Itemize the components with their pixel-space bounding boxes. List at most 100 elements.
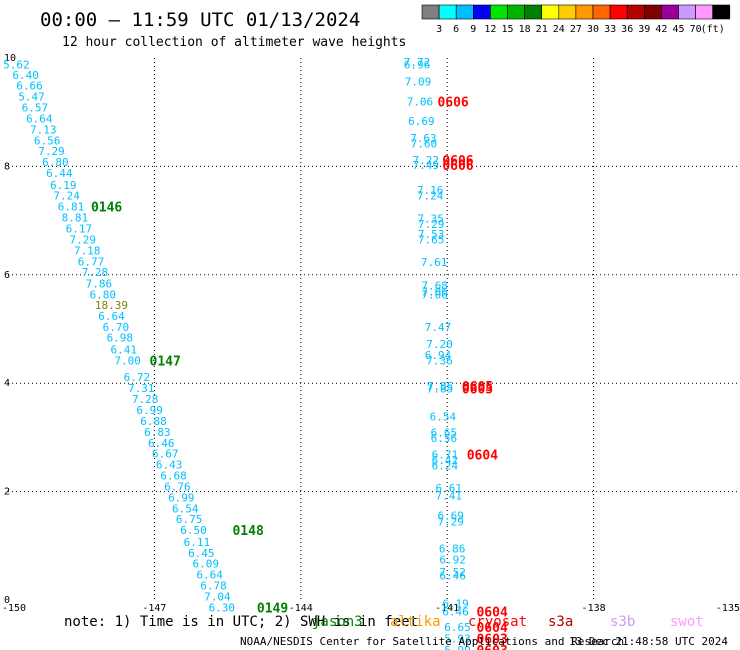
data-point-label: 6.69 (437, 509, 464, 522)
data-point-label: 6.64 (26, 113, 53, 126)
data-point-label: 6.09 (192, 558, 219, 571)
data-point-label: 6.61 (435, 482, 462, 495)
satellite-legend-label: s3b (610, 614, 635, 630)
colorbar-swatch (626, 4, 645, 20)
colorbar-swatch (541, 4, 560, 20)
data-point-label: 6.46 (439, 570, 466, 583)
data-point-label: 5.93 (444, 632, 471, 645)
pass-annotation: 0604 (476, 621, 507, 636)
data-point-label: 6.56 (431, 432, 458, 445)
pass-annotation: 0603 (476, 632, 507, 647)
data-point-label: 7.85 (427, 380, 454, 393)
data-point-label: 7.61 (421, 256, 448, 269)
data-point-label: 6.19 (442, 597, 469, 610)
data-point-label: 6.19 (50, 179, 77, 192)
pass-annotation: 0604 (476, 605, 507, 620)
colorbar-swatch (643, 4, 662, 20)
colorbar-swatch (592, 4, 611, 20)
colorbar-swatch (438, 4, 457, 20)
data-point-label: 6.50 (180, 524, 207, 537)
data-point-label: 7.52 (439, 566, 466, 579)
data-point-label: 7.47 (425, 321, 452, 334)
data-point-label: 6.54 (172, 502, 199, 515)
colorbar-swatch (524, 4, 542, 20)
data-point-label: 7.29 (418, 218, 445, 231)
colorbar-swatch (678, 4, 696, 20)
data-point-label: 7.24 (417, 190, 444, 203)
data-point-label: 6.80 (42, 156, 69, 169)
data-point-label: 7.18 (74, 244, 101, 257)
data-point-label: 7.29 (437, 515, 464, 528)
colorbar-swatch (472, 4, 491, 20)
data-point-label: 7.28 (82, 266, 109, 279)
colorbar-label: 27 (570, 24, 582, 35)
colorbar-swatch (712, 4, 731, 20)
x-tick-label: -135 (716, 603, 740, 614)
colorbar-label: 39 (638, 24, 650, 35)
data-point-label: 6.30 (209, 602, 236, 615)
pass-annotation: 0604 (467, 449, 498, 464)
pass-annotation: 0606 (442, 159, 473, 174)
colorbar-swatch (507, 4, 525, 20)
data-point-label: 7.13 (30, 124, 57, 137)
colorbar-label: 24 (553, 24, 565, 35)
data-point-label: 7.65 (418, 234, 445, 247)
data-point-label: 6.64 (98, 310, 125, 323)
data-point-label: 7.00 (114, 354, 141, 367)
data-point-label: 7.86 (86, 277, 113, 290)
data-point-label: 7.06 (421, 288, 448, 301)
data-point-label: 7.63 (410, 132, 437, 145)
data-point-label: 7.53 (418, 228, 445, 241)
data-point-label: 6.44 (46, 167, 73, 180)
data-point-label: 7.24 (53, 190, 80, 203)
x-tick-label: -141 (435, 603, 459, 614)
data-point-label: 6.80 (89, 288, 116, 301)
data-point-label: 6.54 (430, 410, 457, 423)
data-point-label: 6.76 (164, 481, 191, 494)
data-point-label: 6.88 (140, 415, 167, 428)
pass-annotation: 0605 (462, 380, 493, 395)
data-point-label: 8.81 (62, 211, 89, 224)
footer-note: note: 1) Time is in UTC; 2) SWH is in fe… (64, 614, 418, 630)
data-point-label: 6.46 (148, 437, 175, 450)
data-point-label: 5.47 (18, 90, 45, 103)
data-point-label: 6.70 (103, 321, 130, 334)
data-point-label: 7.06 (421, 286, 448, 299)
x-tick-label: -147 (142, 603, 166, 614)
x-tick-label: -150 (2, 603, 26, 614)
data-point-label: 7.29 (38, 145, 64, 158)
data-point-label: 6.67 (152, 448, 179, 461)
colorbar-swatch (421, 4, 440, 20)
data-point-label: 7.09 (405, 75, 432, 88)
data-point-label: 6.57 (22, 101, 49, 114)
data-point-label: 5.99 (444, 644, 471, 650)
colorbar-swatch (609, 4, 628, 20)
footer-timestamp: 13 Dec 21:48:58 UTC 2024 (569, 635, 728, 648)
footer-credit: NOAA/NESDIS Center for Satellite Applica… (240, 635, 624, 648)
data-point-label: 7.41 (435, 489, 462, 502)
colorbar-swatch (490, 4, 508, 20)
data-point-label: 6.66 (16, 80, 42, 93)
data-point-label: 6.98 (107, 332, 133, 345)
satellite-legend-label: jason3 (312, 614, 363, 630)
data-point-label: 6.56 (34, 134, 61, 147)
y-tick-label: 0 (4, 595, 10, 606)
data-point-label: 6.46 (442, 605, 469, 618)
pass-annotation: 0603 (476, 644, 507, 650)
data-point-label: 7.06 (407, 95, 434, 108)
satellite-legend-label: cryosat (468, 614, 527, 630)
colorbar-legend: 3 6 9 12 15 18 21 24 27 30 33 36 39 42 45 70 (ft) (421, 4, 731, 35)
data-point-label: 5.62 (3, 59, 30, 72)
x-axis-ticks: -150 -147 -144 -141 -138 -135 (2, 603, 740, 614)
data-point-label: 6.83 (144, 426, 171, 439)
data-point-label: 6.75 (176, 513, 203, 526)
colorbar-label: 9 (470, 24, 476, 35)
colorbar-label: 70 (690, 24, 702, 35)
data-point-label: 6.72 (124, 371, 151, 384)
x-tick-label: -144 (289, 603, 313, 614)
data-point-label: 6.78 (200, 579, 227, 592)
colorbar-label: 21 (536, 24, 548, 35)
data-point-label: 6.96 (404, 59, 431, 72)
satellite-legend-label: swot (670, 614, 704, 630)
data-point-label: 6.81 (58, 201, 85, 214)
